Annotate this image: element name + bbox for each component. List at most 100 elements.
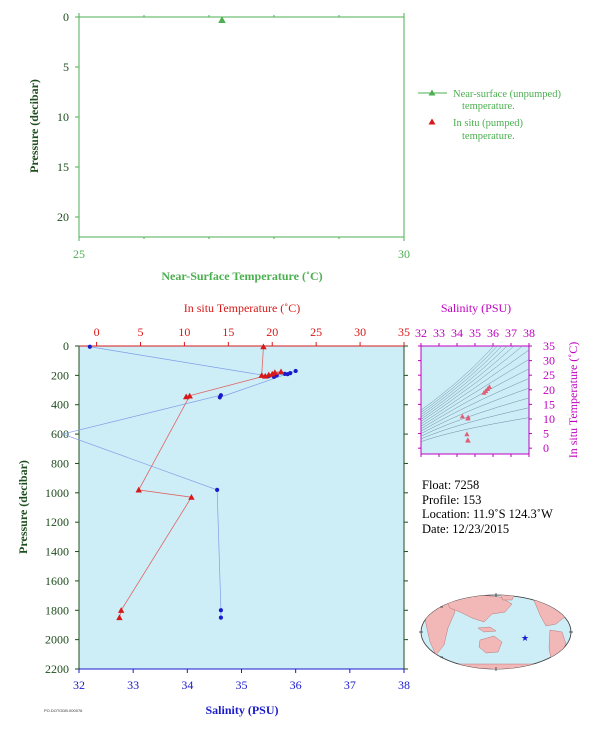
salinity-point: [218, 615, 224, 620]
profile-y-tick-label: 1200: [45, 515, 69, 529]
surface-y-axis-label: Pressure (decibar): [27, 79, 41, 173]
profile-number: Profile: 153: [422, 492, 482, 507]
profile-x2-tick-label: 35: [398, 325, 410, 339]
ts-density-contour: [421, 346, 498, 413]
ts-density-contour: [421, 407, 529, 440]
legend-text-4: temperature.: [462, 131, 515, 142]
ts-x-tick-label: 34: [451, 326, 463, 340]
surface-marks: [218, 16, 226, 24]
ts-point: [465, 414, 471, 420]
profile-y-tick-label: 1800: [45, 603, 69, 617]
profile-y-tick-label: 0: [63, 339, 69, 353]
ts-density-contour: [421, 346, 508, 418]
profile-y-tick-label: 400: [51, 398, 69, 412]
ts-point: [459, 413, 465, 419]
ts-y-tick-label: 10: [543, 412, 555, 426]
temperature-point: [186, 392, 193, 399]
ts-density-contour: [421, 346, 503, 416]
surface-plot-frame: [78, 16, 405, 238]
ts-x-tick-label: 36: [487, 326, 499, 340]
profile-x2-tick-label: 20: [266, 325, 278, 339]
surface-x-axis: 25 30: [73, 13, 410, 261]
ts-density-contour: [421, 346, 515, 420]
ts-density-contour: [421, 378, 529, 432]
profile-y-axis-label: Pressure (decibar): [16, 460, 30, 554]
ts-x-axis-label: Salinity (PSU): [441, 301, 511, 315]
ts-y-tick-label: 0: [543, 441, 549, 455]
ts-x-tick-label: 37: [505, 326, 517, 340]
legend-text-1: Near-surface (unpumped): [453, 89, 561, 100]
surface-legend: Near-surface (unpumped) temperature. In …: [418, 89, 561, 142]
profile-y-tick-label: 2200: [45, 662, 69, 676]
profile-x-tick-label: 37: [344, 678, 356, 692]
profile-temperature-axis: 0 5 10 15 20 25 30 35: [94, 325, 410, 346]
salinity-point: [87, 344, 92, 349]
surface-y-axis: 0 5 10 15 20: [57, 10, 79, 224]
profile-y-axis: 0 200 400 600 800 1000 1200 1400 1600 1800 2000 220…: [45, 339, 408, 676]
salinity-point: [293, 368, 298, 374]
profile-x2-tick-label: 30: [354, 325, 366, 339]
ts-marks: [459, 384, 492, 443]
ts-y-tick-label: 15: [543, 397, 555, 411]
salinity-point: [215, 487, 220, 492]
surface-y-tick-label: 10: [57, 110, 69, 124]
temperature-point: [135, 486, 142, 493]
float-info: Float: 7258 Profile: 153 Location: 11.9˚…: [422, 478, 553, 536]
surface-y-tick-label: 0: [63, 10, 69, 24]
ts-point: [464, 431, 470, 437]
profile-x2-tick-label: 10: [178, 325, 190, 339]
ts-x-axis: 32 33 34 35 36 37 38: [415, 326, 535, 457]
profile-y-tick-label: 200: [51, 368, 69, 382]
profile-x-axis-label: Salinity (PSU): [205, 703, 278, 717]
temperature-point: [188, 494, 195, 500]
temperature-point: [269, 370, 276, 377]
profile-salinity-axis: 32 33 34 35 36 37 38: [73, 669, 410, 692]
temperature-point: [116, 614, 123, 621]
ts-x-tick-label: 33: [433, 326, 445, 340]
legend-text-3: In situ (pumped): [453, 118, 523, 129]
profile-y-tick-label: 600: [51, 427, 69, 441]
profile-marks: [61, 343, 298, 621]
ts-density-contour: [421, 387, 529, 435]
temperature-point: [260, 343, 267, 350]
ts-x-tick-label: 32: [415, 326, 427, 340]
legend-marker-red: [428, 118, 436, 125]
temperature-point: [117, 607, 125, 613]
ts-density-contour: [421, 346, 524, 423]
ts-x-tick-label: 35: [469, 326, 481, 340]
surface-x-axis-label: Near-Surface Temperature (˚C): [161, 269, 322, 283]
profile-x-tick-label: 36: [290, 678, 302, 692]
profile-plot: 0200400600800100012001400160018002000220…: [16, 301, 410, 717]
profile-x2-axis-label: In situ Temperature (˚C): [184, 301, 301, 315]
temperature-point: [271, 369, 279, 375]
surface-plot: 0 5 10 15 20 25 30 Pressure (decibar) Near-Su…: [27, 10, 410, 283]
profile-y-tick-label: 1000: [45, 486, 69, 500]
profile-x2-tick-label: 5: [137, 325, 143, 339]
ts-density-contour: [421, 417, 529, 443]
ts-y-tick-label: 20: [543, 383, 555, 397]
surface-x-tick-label: 25: [73, 247, 85, 261]
salinity-point: [218, 608, 224, 613]
surface-temperature-point: [218, 16, 226, 24]
legend-marker-green: [428, 89, 436, 96]
ts-plot-area: [420, 345, 530, 455]
surface-x-tick-label: 30: [398, 247, 410, 261]
profile-x-tick-label: 38: [398, 678, 410, 692]
profile-y-tick-label: 1400: [45, 545, 69, 559]
legend-text-2: temperature.: [462, 101, 515, 112]
profile-x-tick-label: 32: [73, 678, 85, 692]
credit-text: PO.DOTODB.000076: [44, 708, 83, 713]
ts-x-tick-label: 38: [523, 326, 535, 340]
ts-density-contour: [421, 349, 529, 425]
profile-x2-tick-label: 15: [222, 325, 234, 339]
temperature-point: [277, 368, 285, 375]
ts-y-tick-label: 35: [543, 339, 555, 353]
ts-density-contour: [421, 346, 495, 411]
profile-date: Date: 12/23/2015: [422, 521, 510, 536]
float-location: Location: 11.9˚S 124.3˚W: [422, 507, 553, 521]
profile-x-tick-label: 35: [236, 678, 248, 692]
profile-y-tick-label: 2000: [45, 633, 69, 647]
profile-x2-tick-label: 0: [94, 325, 100, 339]
profile-y-tick-label: 1600: [45, 574, 69, 588]
